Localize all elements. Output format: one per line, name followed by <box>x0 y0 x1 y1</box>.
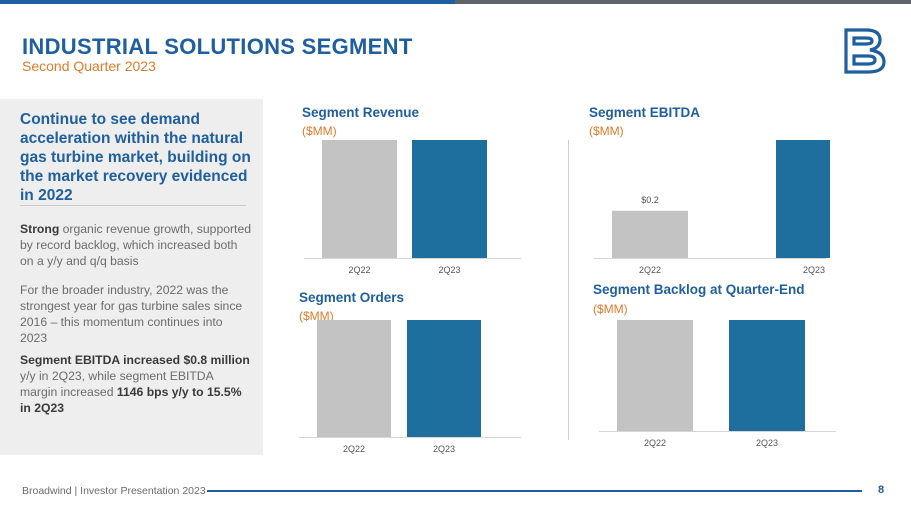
summary-headline: Continue to see demand acceleration with… <box>20 111 251 204</box>
ebitda-bar-2Q23 <box>776 140 830 258</box>
ebitda-increase-text: Segment EBITDA increased $0.8 million <box>20 353 250 367</box>
backlog-chart-unit: ($MM) <box>593 302 628 316</box>
summary-panel <box>0 99 263 455</box>
top-gray-bar <box>455 0 911 4</box>
summary-paragraph-industry: For the broader industry, 2022 was the s… <box>20 283 243 345</box>
strong-text: Strong <box>20 222 60 236</box>
orders-category-label: 2Q23 <box>433 444 455 454</box>
backlog-bar-2Q22 <box>617 320 693 431</box>
orders-bar-2Q22 <box>317 320 391 437</box>
orders-chart-title: Segment Orders <box>299 290 405 305</box>
ebitda-chart-unit: ($MM) <box>589 124 624 138</box>
revenue-chart: $5.02Q22$6.32Q23 <box>304 140 521 275</box>
chart-divider <box>568 140 569 440</box>
growth-text: organic revenue growth, supported by rec… <box>20 222 251 268</box>
margin-increase-text: 1146 bps y/y to 15.5% in 2Q23 <box>20 385 242 415</box>
broadwind-logo-icon <box>844 28 886 74</box>
orders-bar-2Q23 <box>407 320 481 437</box>
backlog-bar-2Q23 <box>729 320 805 431</box>
revenue-bar-2Q23 <box>412 140 487 258</box>
ebitda-chart-title: Segment EBITDA <box>589 105 701 120</box>
revenue-chart-unit: ($MM) <box>302 124 337 138</box>
revenue-category-label: 2Q22 <box>348 265 370 275</box>
backlog-category-label: 2Q22 <box>644 438 666 448</box>
revenue-chart-title: Segment Revenue <box>302 105 420 120</box>
backlog-chart: $12.02Q22$18.02Q23 <box>599 320 836 448</box>
ebitda-value-label: $0.2 <box>641 195 659 205</box>
revenue-category-label: 2Q23 <box>438 265 460 275</box>
page-number: 8 <box>878 484 885 496</box>
page-subtitle: Second Quarter 2023 <box>22 58 156 74</box>
ebitda-category-label: 2Q22 <box>639 265 661 275</box>
ebitda-category-label: 2Q23 <box>803 265 825 275</box>
summary-divider <box>20 205 246 206</box>
ebitda-bar-2Q22 <box>612 210 688 258</box>
revenue-bar-2Q22 <box>322 140 397 258</box>
backlog-chart-title: Segment Backlog at Quarter-End <box>593 282 805 297</box>
summary-paragraph-growth: Strong organic revenue growth, supported… <box>20 221 252 269</box>
ebitda-mid-text: y/y in 2Q23, while segment EBITDA margin… <box>20 369 214 399</box>
page-title: INDUSTRIAL SOLUTIONS SEGMENT <box>22 34 413 59</box>
footer-label: Broadwind | Investor Presentation 2023 <box>22 485 206 497</box>
summary-paragraph-ebitda: Segment EBITDA increased $0.8 million y/… <box>20 352 252 416</box>
orders-category-label: 2Q22 <box>343 444 365 454</box>
top-accent-bar <box>0 0 455 4</box>
footer-rule <box>207 490 862 492</box>
backlog-category-label: 2Q23 <box>756 438 778 448</box>
